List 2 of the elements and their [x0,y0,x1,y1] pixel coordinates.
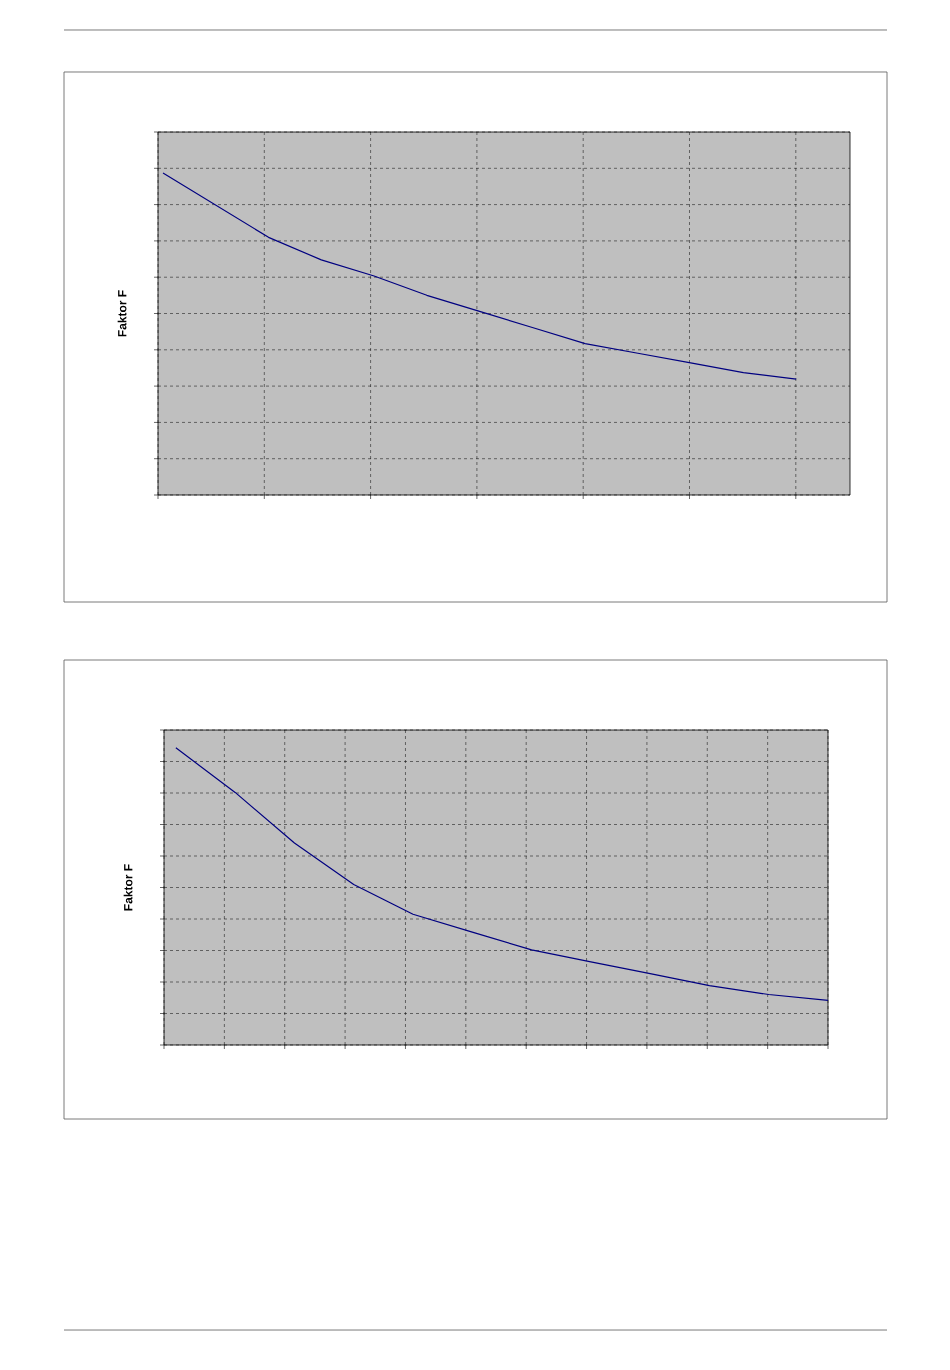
y-axis-title: Faktor F [117,290,127,337]
y-axis-title: Faktor F [123,864,133,911]
